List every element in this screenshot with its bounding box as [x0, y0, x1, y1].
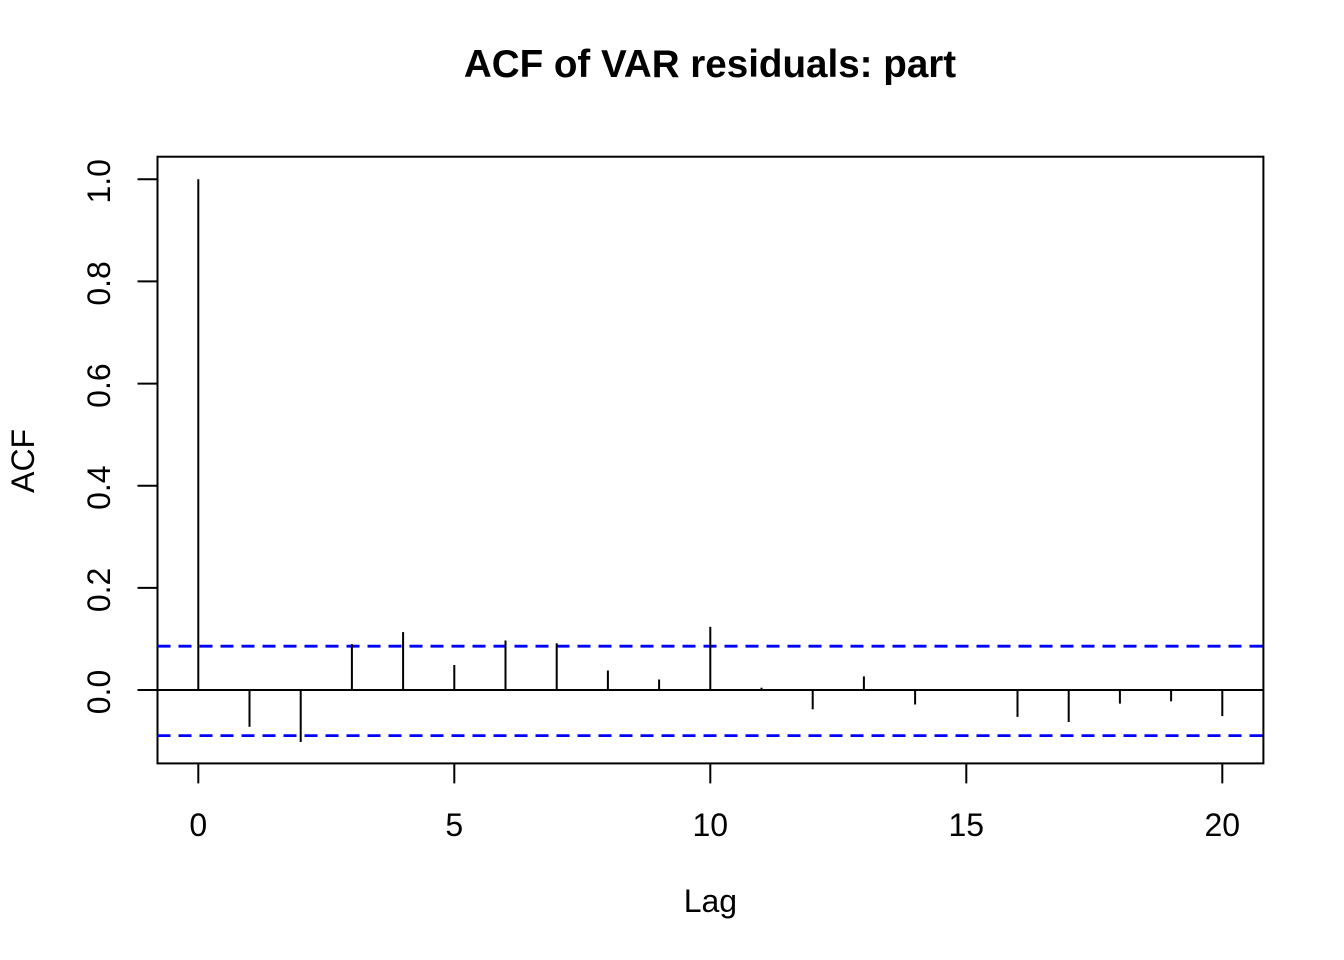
svg-text:20: 20	[1205, 807, 1241, 843]
svg-text:0.4: 0.4	[81, 465, 117, 509]
svg-text:ACF: ACF	[5, 429, 41, 493]
svg-text:0.0: 0.0	[81, 670, 117, 714]
svg-text:Lag: Lag	[684, 883, 737, 919]
svg-text:0: 0	[189, 807, 207, 843]
svg-text:1.0: 1.0	[81, 159, 117, 203]
svg-text:0.2: 0.2	[81, 568, 117, 612]
svg-text:15: 15	[949, 807, 985, 843]
svg-text:ACF of VAR residuals: part: ACF of VAR residuals: part	[464, 43, 956, 86]
svg-text:0.8: 0.8	[81, 261, 117, 305]
svg-text:0.6: 0.6	[81, 363, 117, 407]
svg-text:5: 5	[445, 807, 463, 843]
svg-text:10: 10	[693, 807, 729, 843]
